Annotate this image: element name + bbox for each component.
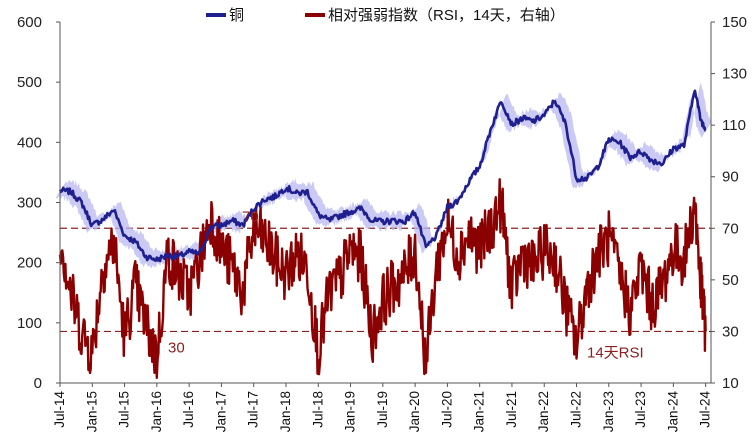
left-tick-label: 500 — [17, 74, 42, 91]
right-tick-label: 70 — [722, 220, 739, 237]
right-tick-label: 90 — [722, 169, 739, 186]
x-tick-label: Jul-18 — [310, 391, 325, 428]
x-tick-label: Jan-22 — [536, 391, 551, 432]
reference-label-70: 70 — [242, 208, 259, 225]
x-tick-label: Jan-17 — [213, 391, 228, 432]
plot-area: 70 30 14天RSI — [56, 82, 712, 379]
left-tick-label: 100 — [17, 315, 42, 332]
left-tick-label: 400 — [17, 134, 42, 151]
x-tick-label: Jan-21 — [472, 391, 487, 432]
x-tick-label: Jul-23 — [633, 391, 648, 428]
x-tick-label: Jul-24 — [698, 391, 713, 428]
right-tick-label: 30 — [722, 323, 739, 340]
x-tick-label: Jul-22 — [569, 391, 584, 428]
x-tick-label: Jul-16 — [181, 391, 196, 428]
x-tick-label: Jan-19 — [343, 391, 358, 432]
legend-label-rsi: 相对强弱指数（RSI，14天，右轴） — [328, 7, 565, 24]
x-tick-label: Jul-21 — [504, 391, 519, 428]
right-tick-label: 150 — [722, 14, 747, 31]
left-tick-label: 200 — [17, 255, 42, 272]
legend-label-copper: 铜 — [229, 7, 244, 24]
right-tick-label: 110 — [722, 117, 746, 134]
copper-series-line — [58, 89, 707, 263]
annotation-14-day-rsi: 14天RSI — [587, 344, 644, 361]
x-tick-label: Jan-20 — [407, 391, 422, 432]
axes: 0 100 200 300 400 500 600 10 30 50 70 90 110 130 150 Ju… — [17, 14, 747, 432]
legend: 铜 相对强弱指数（RSI，14天，右轴） — [206, 7, 565, 24]
x-tick-label: Jul-19 — [375, 391, 390, 428]
right-tick-label: 50 — [722, 272, 739, 289]
left-tick-label: 600 — [17, 14, 42, 31]
left-tick-label: 0 — [34, 375, 42, 392]
x-tick-label: Jul-17 — [246, 391, 261, 428]
x-tick-label: Jan-15 — [84, 391, 99, 432]
x-tick-label: Jul-15 — [117, 391, 132, 428]
x-tick-label: Jan-23 — [601, 391, 616, 432]
annotation-30: 30 — [168, 339, 185, 356]
x-tick-label: Jan-16 — [149, 391, 164, 432]
left-tick-label: 300 — [17, 195, 42, 212]
rsi-series-line — [58, 178, 707, 379]
x-tick-label: Jul-20 — [439, 391, 454, 428]
x-tick-label: Jan-24 — [665, 391, 680, 433]
x-tick-label: Jan-18 — [278, 391, 293, 432]
right-tick-label: 130 — [722, 66, 747, 83]
x-tick-label: Jul-14 — [52, 391, 67, 428]
right-tick-label: 10 — [722, 375, 739, 392]
